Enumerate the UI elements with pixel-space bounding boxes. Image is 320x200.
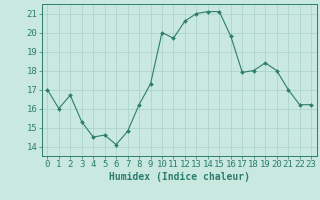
X-axis label: Humidex (Indice chaleur): Humidex (Indice chaleur) — [109, 172, 250, 182]
